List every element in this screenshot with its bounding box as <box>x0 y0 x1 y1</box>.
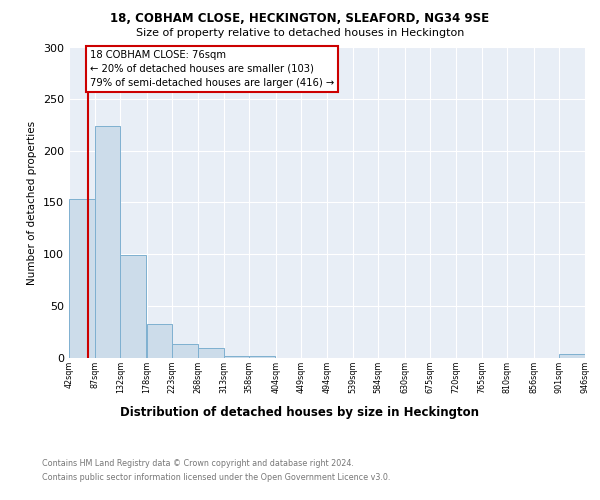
Bar <box>121 255 146 358</box>
Bar <box>559 354 585 358</box>
Bar <box>224 356 250 358</box>
Text: Contains public sector information licensed under the Open Government Licence v3: Contains public sector information licen… <box>42 474 391 482</box>
Y-axis label: Number of detached properties: Number of detached properties <box>28 120 37 284</box>
Bar <box>198 348 224 358</box>
Text: Contains HM Land Registry data © Crown copyright and database right 2024.: Contains HM Land Registry data © Crown c… <box>42 458 354 468</box>
Text: 18 COBHAM CLOSE: 76sqm
← 20% of detached houses are smaller (103)
79% of semi-de: 18 COBHAM CLOSE: 76sqm ← 20% of detached… <box>89 50 334 88</box>
Bar <box>250 356 275 358</box>
Bar <box>69 200 95 358</box>
Text: Size of property relative to detached houses in Heckington: Size of property relative to detached ho… <box>136 28 464 38</box>
Bar <box>146 324 172 358</box>
Bar <box>172 344 198 358</box>
Text: 18, COBHAM CLOSE, HECKINGTON, SLEAFORD, NG34 9SE: 18, COBHAM CLOSE, HECKINGTON, SLEAFORD, … <box>110 12 490 26</box>
Bar <box>95 126 121 358</box>
Text: Distribution of detached houses by size in Heckington: Distribution of detached houses by size … <box>121 406 479 419</box>
